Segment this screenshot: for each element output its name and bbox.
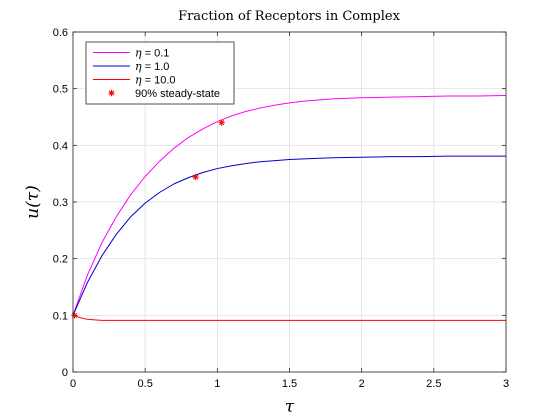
legend-label-0: η = 0.1	[135, 47, 169, 60]
legend-eta-symbol-0: η	[135, 47, 142, 60]
legend-label-2: η = 10.0	[135, 74, 176, 87]
series-group	[72, 94, 507, 321]
x-tick-label-0: 0	[70, 378, 76, 390]
series-line-1	[72, 155, 506, 316]
y-axis-label: u(τ)	[23, 185, 43, 219]
axes-frame	[72, 31, 507, 373]
y-tick-label-2: 0.2	[53, 254, 68, 266]
y-tick-label-5: 0.5	[53, 84, 68, 96]
legend-label-1: η = 1.0	[135, 60, 169, 73]
x-tick-label-6: 3	[503, 378, 509, 390]
marker-point-2	[71, 312, 78, 319]
x-tick-label-4: 2	[359, 378, 365, 390]
y-tick-label-3: 0.3	[53, 197, 68, 209]
marker-point-0	[218, 119, 225, 126]
x-tick-label-5: 2.5	[426, 378, 441, 390]
y-tick-label-6: 0.6	[53, 27, 68, 39]
legend-eta-symbol-2: η	[135, 74, 142, 87]
y-tick-label-1: 0.1	[53, 310, 68, 322]
legend-eta-symbol-1: η	[135, 60, 142, 73]
legend-label-marker: 90% steady-state	[135, 88, 220, 100]
x-axis-label: τ	[285, 397, 295, 417]
legend-swatch-marker	[108, 89, 115, 97]
series-line-2	[72, 314, 506, 321]
chart-title: Fraction of Receptors in Complex	[178, 9, 401, 24]
legend-value-0: = 0.1	[142, 48, 170, 60]
legend-value-2: = 10.0	[142, 75, 176, 87]
series-line-0	[72, 94, 507, 316]
x-tick-label-3: 1.5	[282, 378, 297, 390]
marker-point-1	[192, 173, 199, 181]
y-tick-label-0: 0	[62, 367, 68, 379]
x-tick-label-1: 0.5	[138, 378, 153, 390]
legend: η = 0.1η = 1.0η = 10.090% steady-state	[85, 41, 235, 105]
legend-value-1: = 1.0	[142, 61, 170, 73]
y-tick-label-4: 0.4	[53, 140, 68, 152]
x-tick-label-2: 1	[214, 378, 220, 390]
y-axis-ticks: 0 0.1 0.2 0.3 0.4 0.5 0.6	[53, 27, 506, 379]
